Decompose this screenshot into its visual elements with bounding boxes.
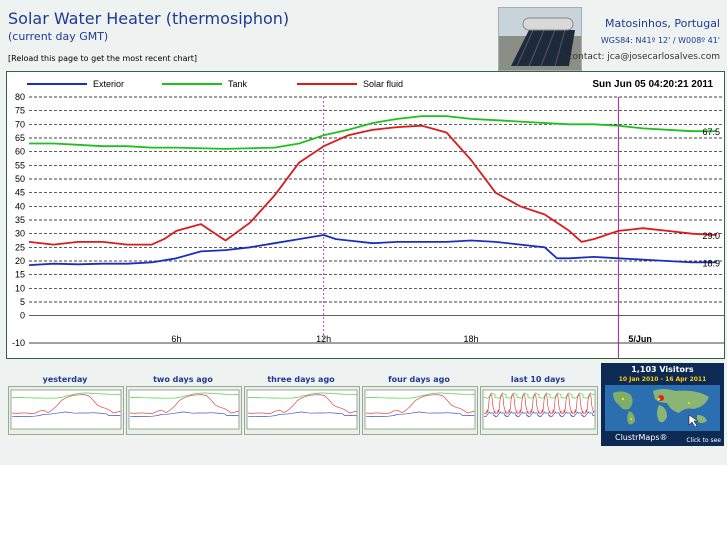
y-tick-label: 80 (15, 92, 25, 102)
thumb-series-line (130, 392, 239, 399)
clustrmaps-click-hint: Click to see (686, 437, 721, 444)
y-tick-label: 35 (15, 215, 25, 225)
thumb-series-line (129, 394, 239, 414)
legend-label: Tank (228, 79, 248, 89)
legend-label: Solar fluid (363, 79, 403, 89)
x-tick-label: 5/Jun (628, 334, 652, 344)
y-tick-label: 15 (15, 270, 25, 280)
thumb-label-four-days: four days ago (388, 375, 450, 384)
x-tick-label: 12h (316, 334, 331, 344)
thumb-series-line (248, 392, 357, 399)
legend-label: Exterior (93, 79, 124, 89)
thumb-series-line (483, 394, 595, 414)
thumb-chart-four-days[interactable] (362, 386, 478, 435)
page: Solar Water Heater (thermosiphon) (curre… (0, 0, 727, 465)
y-tick-label: -10 (12, 338, 25, 348)
thumb-plot-area (364, 389, 476, 430)
y-tick-label: 40 (15, 201, 25, 211)
thumb-series-line (247, 411, 357, 418)
series-line-solar-fluid (28, 124, 717, 246)
page-title: Solar Water Heater (thermosiphon) (8, 9, 290, 28)
y-tick-label: 50 (15, 174, 25, 184)
y-tick-label: 75 (15, 106, 25, 116)
series-end-label: 29.0 (702, 231, 720, 241)
clustrmaps-brand: ClustrMaps® (615, 433, 668, 442)
thumb-series-line (11, 394, 121, 414)
y-tick-label: 5 (20, 297, 25, 307)
y-tick-label: 70 (15, 119, 25, 129)
y-tick-label: 0 (20, 311, 25, 321)
y-tick-label: 65 (15, 133, 25, 143)
thumb-series-line (483, 411, 595, 418)
series-line-exterior (28, 234, 717, 266)
contact-label: contact: jca@josecarlosalves.com (567, 52, 720, 62)
thumb-label-ten-days: last 10 days (510, 375, 566, 384)
thumb-plot-area (10, 389, 122, 430)
clustrmaps-widget[interactable]: 1,103 Visitors 10 Jan 2010 - 16 Apr 2011… (601, 363, 724, 446)
y-tick-label: 45 (15, 188, 25, 198)
page-subtitle: (current day GMT) (8, 30, 109, 43)
location-label: Matosinhos, Portugal (604, 17, 720, 30)
coordinates-label: WGS84: N41º 12' / W008º 41' (600, 36, 720, 45)
solar-heater-photo (498, 7, 582, 71)
thumb-series-line (11, 411, 121, 418)
thumb-chart-two-days[interactable] (126, 386, 242, 435)
series-end-label: 67.5 (702, 127, 720, 137)
clustrmaps-visitor-count: 1,103 Visitors (631, 365, 694, 374)
thumb-chart-yesterday[interactable] (8, 386, 124, 435)
y-tick-label: 55 (15, 160, 25, 170)
series-end-label: 18.9 (702, 258, 720, 268)
y-tick-label: 20 (15, 256, 25, 266)
clustrmaps-date-range: 10 Jan 2010 - 16 Apr 2011 (618, 376, 707, 383)
thumb-label-two-days: two days ago (153, 375, 213, 384)
thumb-series-line (12, 392, 121, 399)
y-tick-label: 30 (15, 229, 25, 239)
thumb-series-line (365, 411, 475, 418)
series-line-tank (29, 115, 717, 150)
reload-hint: [Reload this page to get the most recent… (8, 54, 198, 63)
chart-timestamp: Sun Jun 05 04:20:21 2011 (592, 79, 713, 90)
y-tick-label: 10 (15, 283, 25, 293)
thumb-label-yesterday: yesterday (42, 375, 88, 384)
thumb-chart-ten-days[interactable] (480, 386, 598, 435)
thumb-series-line (247, 394, 357, 414)
thumb-series-line (366, 392, 475, 399)
thumb-label-three-days: three days ago (267, 375, 335, 384)
thumb-plot-area (246, 389, 358, 430)
x-tick-label: 6h (171, 334, 181, 344)
temperature-chart: -10 0 5 10 15 20 25 30 35 40 45 50 55 60 65 70 75 80 6h 12h… (6, 71, 725, 359)
x-tick-label: 18h (464, 334, 479, 344)
y-tick-label: 25 (15, 242, 25, 252)
thumb-series-line (484, 392, 595, 399)
thumb-series-line (129, 411, 239, 418)
y-tick-label: 60 (15, 147, 25, 157)
thumb-series-line (365, 394, 475, 414)
thumb-chart-three-days[interactable] (244, 386, 360, 435)
thumb-plot-area (128, 389, 240, 430)
